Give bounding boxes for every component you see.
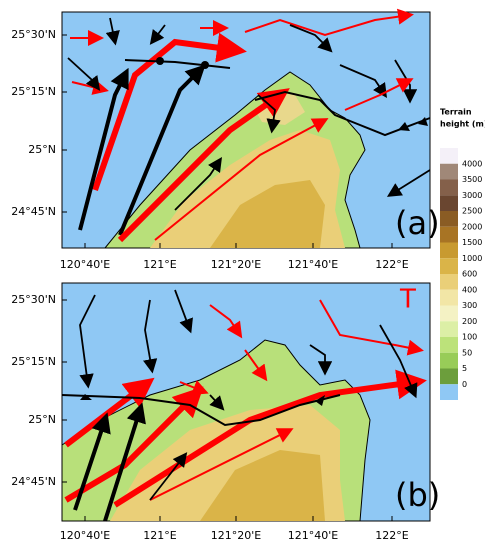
y-tick-label: 25°15'N — [11, 85, 56, 98]
x-tick-label: 121°40'E — [288, 529, 339, 542]
y-tick-label: 25°15'N — [11, 355, 56, 368]
colorbar-swatch — [440, 368, 458, 385]
colorbar-swatch — [440, 384, 458, 400]
colorbar-label: 2000 — [462, 222, 482, 231]
colorbar-label: 100 — [462, 333, 477, 342]
y-tick-label: 25°30'N — [11, 293, 56, 306]
colorbar-swatch — [440, 321, 458, 337]
colorbar-label: 400 — [462, 285, 477, 294]
colorbar-swatch — [440, 352, 458, 369]
colorbar-title: Terrain — [440, 108, 472, 117]
colorbar-label: 3500 — [462, 175, 482, 184]
colorbar: Terrain height (m) 400035003000250020001… — [440, 108, 485, 400]
x-tick-label: 122°E — [375, 258, 408, 271]
y-tick-label: 25°30'N — [11, 28, 56, 41]
annotation: T — [399, 285, 416, 315]
colorbar-label: 300 — [462, 301, 477, 310]
colorbar-swatch — [440, 258, 458, 274]
colorbar-swatch — [440, 337, 458, 353]
colorbar-label: 5 — [462, 364, 467, 373]
colorbar-swatch — [440, 226, 458, 243]
colorbar-label: 3000 — [462, 191, 482, 200]
colorbar-label: 200 — [462, 317, 477, 326]
colorbar-swatch — [440, 195, 458, 211]
colorbar-swatch — [440, 211, 458, 227]
map-panel-a — [61, 8, 431, 249]
colorbar-swatch — [440, 148, 458, 164]
colorbar-label: 2500 — [462, 207, 482, 216]
colorbar-label: 1500 — [462, 238, 482, 247]
y-tick-label: 24°45'N — [11, 205, 56, 218]
axis-labels: 25°30'N 25°15'N 25°N 24°45'N 120°40'E 121°E 12… — [11, 28, 409, 542]
colorbar-swatch — [440, 289, 458, 306]
y-tick-label: 24°45'N — [11, 475, 56, 488]
colorbar-label: 600 — [462, 270, 477, 279]
colorbar-swatch — [440, 163, 458, 180]
colorbar-swatch — [440, 179, 458, 196]
x-tick-label: 121°20'E — [211, 529, 262, 542]
map-panel-b — [61, 282, 431, 522]
y-tick-label: 25°N — [28, 143, 56, 156]
colorbar-label: 0 — [462, 380, 467, 389]
colorbar-swatch — [440, 274, 458, 290]
x-tick-label: 121°E — [143, 529, 176, 542]
colorbar-label: 1000 — [462, 254, 482, 263]
y-tick-label: 25°N — [28, 413, 56, 426]
x-tick-label: 121°40'E — [288, 258, 339, 271]
x-tick-label: 121°20'E — [211, 258, 262, 271]
colorbar-label: 4000 — [462, 159, 482, 168]
x-tick-label: 120°40'E — [60, 258, 111, 271]
x-tick-label: 120°40'E — [60, 529, 111, 542]
panel-label: (b) — [395, 476, 440, 514]
colorbar-swatch — [440, 305, 458, 322]
colorbar-label: 50 — [462, 348, 472, 357]
colorbar-swatch — [440, 242, 458, 259]
colorbar-title: height (m) — [440, 120, 485, 129]
panel-label: (a) — [395, 204, 440, 242]
x-tick-label: 122°E — [375, 529, 408, 542]
x-tick-label: 121°E — [143, 258, 176, 271]
